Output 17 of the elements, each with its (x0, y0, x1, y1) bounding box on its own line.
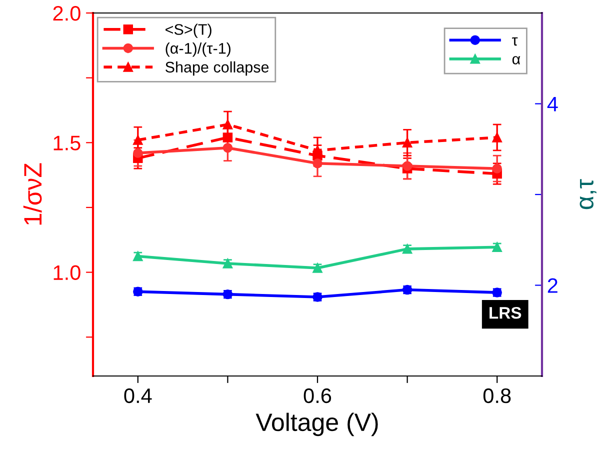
annotation: LRS (490, 306, 522, 319)
y2-axis-title: α,τ (580, 179, 596, 210)
y-axis-title: 1/σνZ (23, 163, 42, 225)
x-tick-label: 0.6 (304, 388, 332, 404)
y-tick-label: 1.5 (54, 136, 80, 150)
legend-label: α (512, 56, 520, 64)
x-tick-label: 0.4 (124, 388, 152, 404)
y-tick-label: 2.0 (53, 6, 80, 21)
x-axis-title: Voltage (V) (256, 412, 378, 436)
x-tick-label: 0.8 (483, 388, 511, 404)
legend-label: (α-1)/(τ-1) (166, 42, 230, 57)
legend-label: τ (512, 37, 518, 46)
y-tick-label: 1.0 (54, 265, 80, 280)
legend-label: Shape collapse (166, 61, 269, 76)
y2-tick-label: 2 (548, 278, 558, 293)
legend-label: <S>(T) (166, 24, 212, 38)
y2-tick-label: 4 (547, 96, 558, 112)
